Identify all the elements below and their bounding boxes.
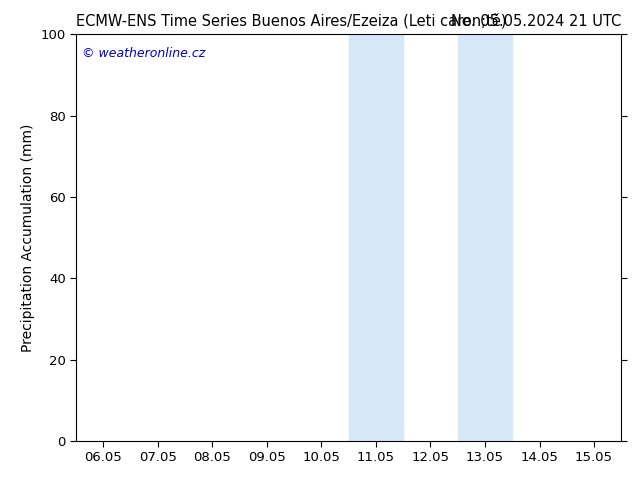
Text: © weatheronline.cz: © weatheronline.cz	[82, 47, 205, 59]
Bar	[349, 34, 403, 441]
Y-axis label: Precipitation Accumulation (mm): Precipitation Accumulation (mm)	[21, 123, 35, 352]
Text: Ne. 05.05.2024 21 UTC: Ne. 05.05.2024 21 UTC	[451, 14, 621, 29]
Bar	[458, 34, 512, 441]
Text: ECMW-ENS Time Series Buenos Aires/Ezeiza (Leti caron;tě): ECMW-ENS Time Series Buenos Aires/Ezeiza…	[76, 13, 507, 29]
